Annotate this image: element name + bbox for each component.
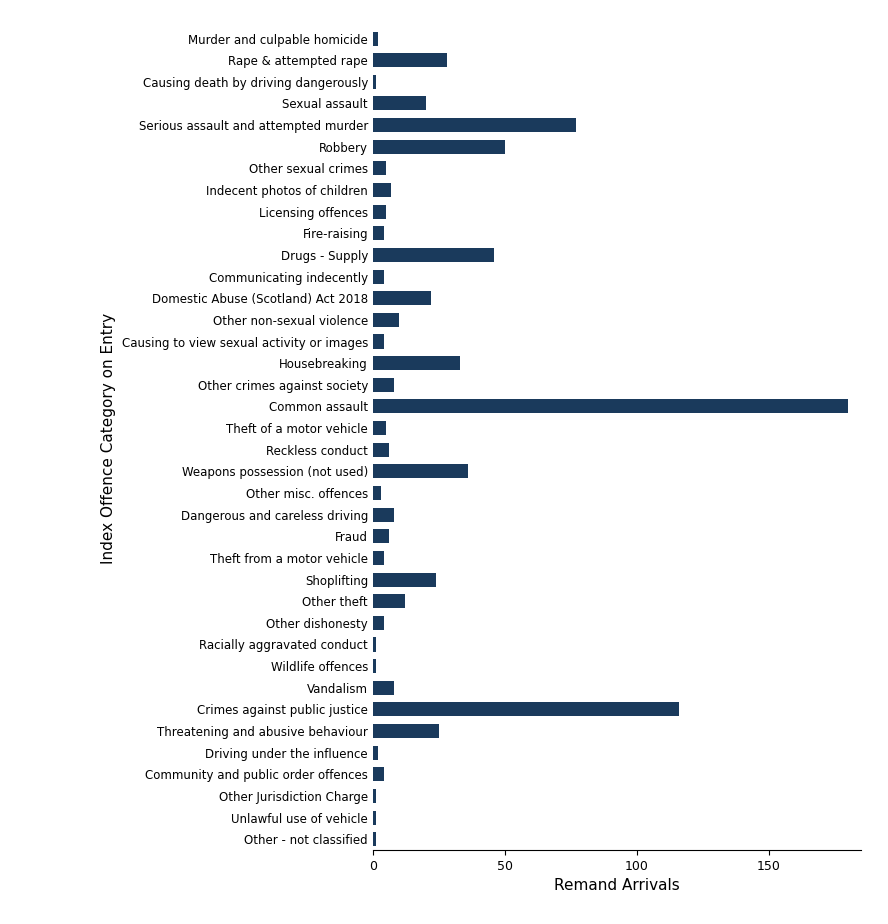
Bar [373, 270, 384, 284]
Bar [373, 162, 386, 176]
Bar [373, 313, 400, 327]
Y-axis label: Index Offence Category on Entry: Index Offence Category on Entry [101, 313, 116, 565]
Bar [373, 204, 386, 219]
Bar [373, 378, 394, 392]
Bar [373, 638, 376, 651]
Bar [373, 724, 439, 738]
Bar [373, 75, 376, 89]
Bar [373, 291, 431, 305]
Bar [373, 594, 405, 608]
Bar [373, 443, 389, 456]
Bar [373, 833, 376, 846]
Bar [373, 248, 495, 262]
Bar [373, 659, 376, 674]
Bar [373, 356, 460, 371]
Bar [373, 681, 394, 695]
Bar [373, 226, 384, 240]
Bar [373, 551, 384, 565]
Bar [373, 334, 384, 348]
Bar [373, 767, 384, 782]
Bar [373, 810, 376, 824]
Bar [373, 421, 386, 435]
Bar [373, 789, 376, 803]
Bar [373, 399, 848, 413]
Bar [373, 615, 384, 630]
Bar [373, 31, 378, 45]
Bar [373, 183, 392, 197]
Bar [373, 118, 576, 132]
Bar [373, 529, 389, 543]
Bar [373, 507, 394, 522]
Bar [373, 702, 679, 716]
Bar [373, 465, 468, 479]
X-axis label: Remand Arrivals: Remand Arrivals [554, 879, 680, 894]
Bar [373, 746, 378, 760]
Bar [373, 486, 381, 500]
Bar [373, 96, 425, 111]
Bar [373, 140, 505, 153]
Bar [373, 573, 436, 587]
Bar [373, 54, 447, 67]
